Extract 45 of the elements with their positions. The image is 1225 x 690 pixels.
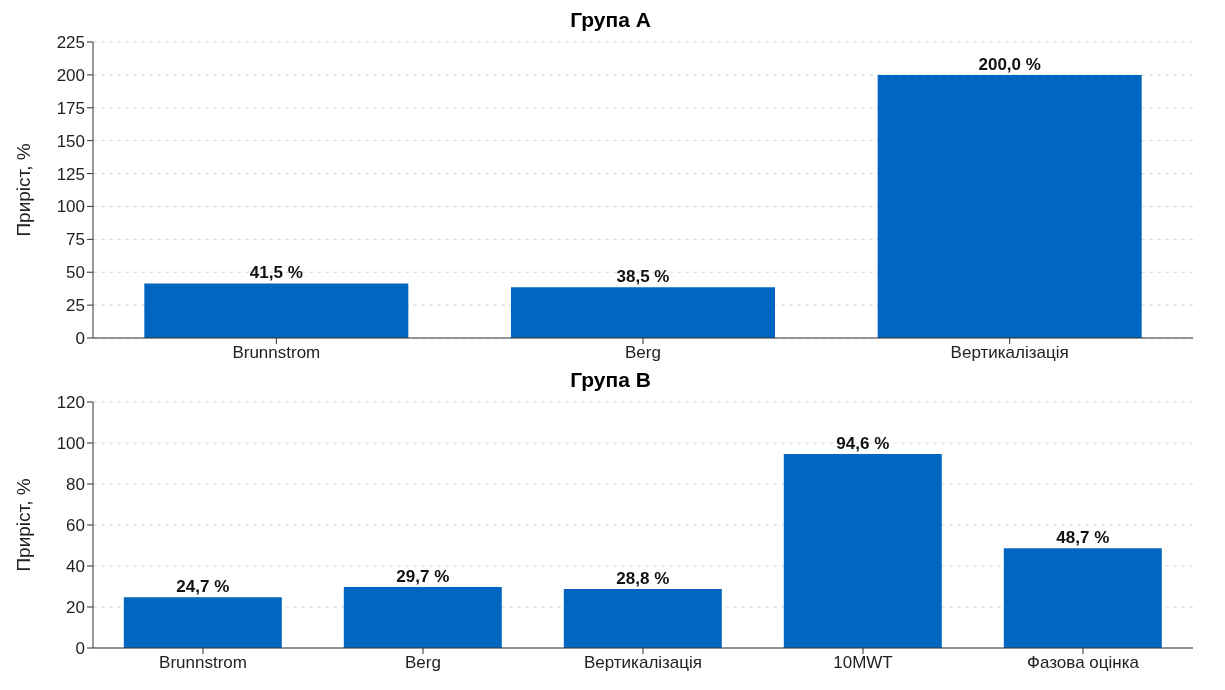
- y-tick-label: 0: [75, 329, 85, 349]
- y-tick-label: 120: [56, 393, 85, 413]
- y-tick-label: 80: [66, 475, 85, 495]
- y-tick-label: 40: [66, 557, 85, 577]
- y-tick-label: 75: [66, 230, 85, 250]
- data-label: 48,7 %: [1056, 528, 1110, 548]
- data-label: 38,5 %: [616, 267, 670, 287]
- y-tick-label: 25: [66, 296, 85, 316]
- y-tick-label: 100: [56, 434, 85, 454]
- x-tick-label: Brunnstrom: [159, 653, 247, 673]
- data-label: 94,6 %: [836, 434, 890, 454]
- y-axis-title: Приріст, %: [12, 478, 34, 572]
- x-tick-label: 10MWT: [833, 653, 893, 673]
- chart-title: Група A: [570, 8, 651, 31]
- bar: [877, 74, 1142, 338]
- data-label: 28,8 %: [616, 568, 670, 588]
- bar: [343, 587, 502, 648]
- y-tick-label: 125: [56, 164, 85, 184]
- x-tick-label: Вертикалізація: [583, 653, 703, 673]
- x-tick-label: Вертикалізація: [950, 343, 1069, 363]
- y-axis-title: Приріст, %: [12, 143, 34, 237]
- x-tick-label: Berg: [405, 653, 441, 673]
- data-label: 24,7 %: [176, 577, 230, 597]
- y-tick-label: 50: [66, 263, 85, 283]
- x-tick-label: Berg: [625, 343, 661, 363]
- x-tick-label: Brunnstrom: [232, 343, 321, 363]
- y-tick-label: 200: [56, 65, 85, 85]
- chart-title: Група B: [570, 368, 651, 391]
- y-tick-label: 0: [75, 639, 85, 659]
- y-tick-label: 150: [56, 131, 85, 151]
- data-label: 200,0 %: [978, 54, 1041, 74]
- y-tick-label: 60: [66, 516, 85, 536]
- bar: [511, 287, 775, 338]
- bar: [144, 283, 409, 338]
- bar: [783, 454, 942, 648]
- y-tick-label: 20: [66, 598, 85, 618]
- y-tick-label: 175: [56, 98, 85, 118]
- data-label: 41,5 %: [249, 263, 303, 283]
- bar: [1003, 548, 1162, 648]
- bar: [563, 588, 722, 648]
- y-tick-label: 100: [56, 197, 85, 217]
- data-label: 29,7 %: [396, 567, 450, 587]
- bar: [123, 597, 282, 648]
- y-tick-label: 225: [56, 33, 85, 53]
- x-tick-label: Фазова оцінка: [1027, 653, 1140, 673]
